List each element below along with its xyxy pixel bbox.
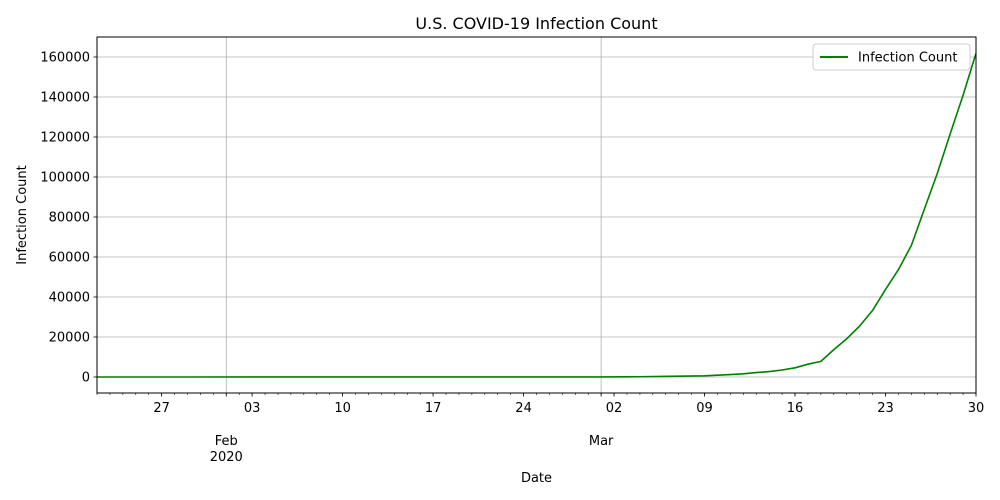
x-tick-label: 30 xyxy=(968,401,985,416)
y-tick-label: 0 xyxy=(82,371,90,386)
legend: Infection Count xyxy=(812,43,971,71)
y-tick-label: 60000 xyxy=(49,251,90,266)
chart-title: U.S. COVID-19 Infection Count xyxy=(415,14,657,33)
x-tick-label: Mar xyxy=(589,434,614,449)
x-tick-label: 16 xyxy=(787,401,804,416)
y-tick-label: 160000 xyxy=(40,51,90,66)
y-tick-label: 20000 xyxy=(49,331,90,346)
y-tick-label: 100000 xyxy=(40,171,90,186)
series-line-infection-count xyxy=(96,53,977,378)
x-tick-label: 27 xyxy=(153,401,170,416)
y-tick-label: 80000 xyxy=(49,211,90,226)
x-tick-label: 2020 xyxy=(210,450,243,465)
y-tick-label: 40000 xyxy=(49,291,90,306)
x-tick-label: 02 xyxy=(606,401,623,416)
x-tick-label: 23 xyxy=(877,401,894,416)
legend-label: Infection Count xyxy=(858,51,957,66)
axis-ticks: 0 20000 40000 60000 80000 100000 120000 140000 1… xyxy=(40,51,984,466)
plot-area xyxy=(97,37,976,393)
legend-box xyxy=(812,43,971,71)
x-tick-label: Feb xyxy=(215,434,238,449)
y-axis-label: Infection Count xyxy=(15,165,30,264)
y-tick-label: 140000 xyxy=(40,91,90,106)
grid-lines xyxy=(97,37,976,393)
series-layer xyxy=(96,53,977,378)
y-tick-label: 120000 xyxy=(40,131,90,146)
x-tick-label: 17 xyxy=(425,401,442,416)
x-tick-label: 09 xyxy=(696,401,713,416)
x-axis-label: Date xyxy=(521,471,552,486)
x-tick-label: 10 xyxy=(334,401,351,416)
x-tick-label: 03 xyxy=(244,401,261,416)
x-tick-label: 24 xyxy=(515,401,532,416)
